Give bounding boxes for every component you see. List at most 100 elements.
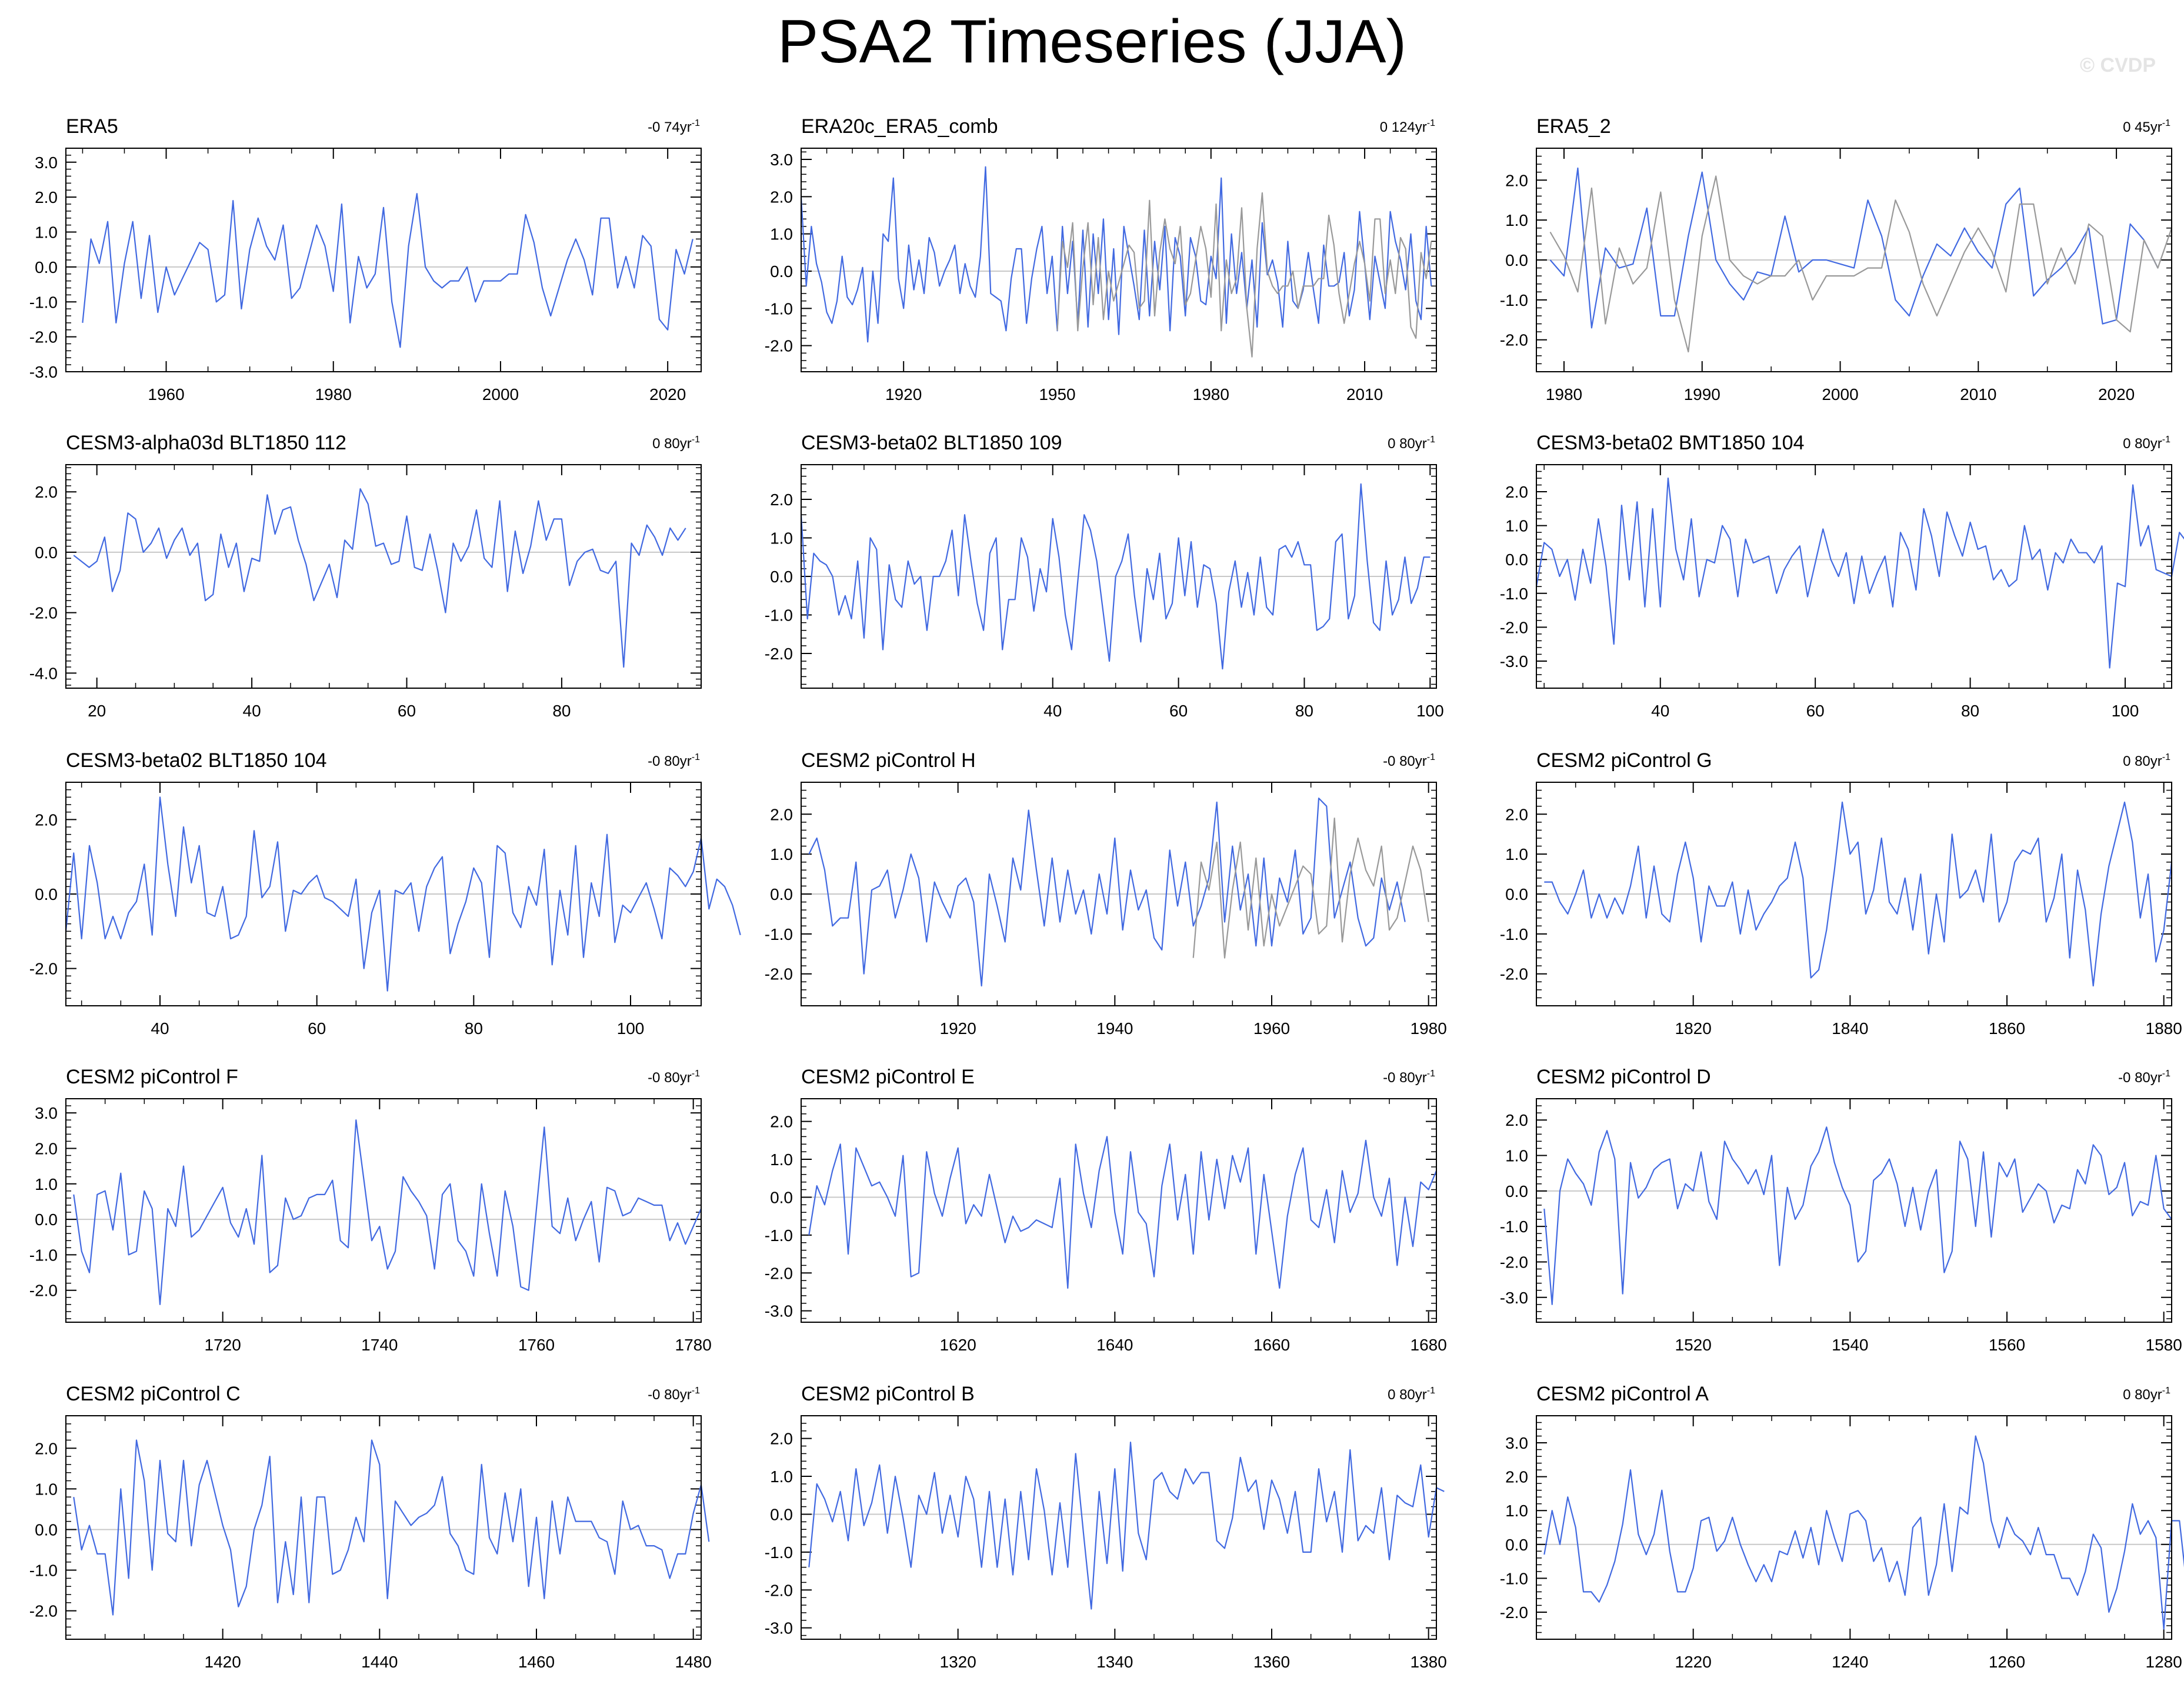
trend-exponent: -1 <box>2162 752 2170 762</box>
y-tick-label: -2.0 <box>1500 618 1528 636</box>
y-tick-label: -2.0 <box>765 1581 793 1599</box>
x-tick-label: 1380 <box>1411 1653 1447 1671</box>
x-tick-label: 40 <box>151 1019 169 1038</box>
y-tick-label: -2.0 <box>29 960 58 978</box>
panel-title: CESM2 piControl E <box>801 1066 975 1088</box>
x-tick-label: 80 <box>552 702 571 720</box>
panel-trend: 0 80yr-1 <box>1388 435 1435 452</box>
x-tick-label: 2000 <box>482 385 519 403</box>
x-tick-label: 20 <box>88 702 106 720</box>
y-tick-label: 1.0 <box>770 225 793 244</box>
y-tick-label: 2.0 <box>770 1430 793 1448</box>
y-tick-label: -2.0 <box>1500 331 1528 349</box>
x-tick-label: 100 <box>1416 702 1444 720</box>
y-tick-label: 1.0 <box>35 1480 58 1498</box>
x-tick-label: 80 <box>1961 702 1979 720</box>
y-tick-label: -1.0 <box>1500 585 1528 603</box>
y-tick-label: -2.0 <box>29 1602 58 1620</box>
series-line <box>808 1136 1438 1289</box>
x-tick-label: 1720 <box>205 1336 241 1354</box>
trend-exponent: -1 <box>692 118 700 128</box>
x-tick-label: 1320 <box>940 1653 976 1671</box>
chart-panel: CESM2 piControl A 0 80yr-1 1220 1240 1260 128… <box>1500 1383 2184 1671</box>
chart-panel: CESM2 piControl F -0 80yr-1 1720 1740 1760 17… <box>29 1066 712 1354</box>
y-tick-label: 1.0 <box>1505 845 1528 863</box>
trend-value: -0 80yr <box>648 753 692 769</box>
x-tick-label: 1460 <box>518 1653 555 1671</box>
x-tick-label: 40 <box>243 702 261 720</box>
y-tick-label: -2.0 <box>1500 965 1528 983</box>
x-tick-label: 1640 <box>1096 1336 1133 1354</box>
x-tick-label: 60 <box>398 702 416 720</box>
y-tick-label: -1.0 <box>29 1246 58 1264</box>
x-tick-label: 1340 <box>1096 1653 1133 1671</box>
trend-value: 0 80yr <box>1388 436 1427 452</box>
trend-exponent: -1 <box>692 435 700 445</box>
series-line <box>1543 1435 2184 1630</box>
plot-frame <box>801 1098 1437 1323</box>
trend-exponent: -1 <box>1427 1386 1435 1396</box>
x-tick-label: 1480 <box>675 1653 712 1671</box>
panel-title: CESM3-beta02 BMT1850 104 <box>1536 432 1804 454</box>
x-tick-label: 1840 <box>1832 1019 1868 1038</box>
plot-frame <box>1536 1098 2172 1323</box>
series-line <box>1192 817 1429 959</box>
series-line <box>1549 175 2173 353</box>
y-tick-label: -2.0 <box>29 328 58 346</box>
y-tick-label: 3.0 <box>770 151 793 169</box>
trend-value: -0 74yr <box>648 119 692 135</box>
x-tick-label: 80 <box>1295 702 1313 720</box>
y-tick-label: -1.0 <box>765 299 793 318</box>
panel-title: CESM3-alpha03d BLT1850 112 <box>66 432 346 454</box>
chart-panel: CESM2 piControl H -0 80yr-1 1920 1940 1960 19… <box>765 749 1447 1038</box>
y-tick-label: 2.0 <box>770 188 793 206</box>
y-tick-label: -1.0 <box>765 606 793 625</box>
y-tick-label: -1.0 <box>765 1226 793 1245</box>
y-tick-label: -2.0 <box>29 604 58 622</box>
plot-frame <box>65 148 702 372</box>
x-tick-label: 1660 <box>1253 1336 1290 1354</box>
series-line <box>1535 477 2184 669</box>
x-tick-label: 1980 <box>1411 1019 1447 1038</box>
x-tick-label: 1760 <box>518 1336 555 1354</box>
panel-trend: -0 80yr-1 <box>648 1386 700 1403</box>
y-tick-label: 2.0 <box>35 483 58 501</box>
panel-title: CESM2 piControl F <box>66 1066 238 1088</box>
y-tick-label: 1.0 <box>770 529 793 547</box>
x-tick-label: 40 <box>1651 702 1669 720</box>
x-tick-label: 1920 <box>940 1019 976 1038</box>
trend-exponent: -1 <box>2162 118 2170 128</box>
y-tick-label: 0.0 <box>770 885 793 903</box>
y-tick-label: -1.0 <box>1500 925 1528 943</box>
x-tick-label: 1950 <box>1039 385 1075 403</box>
y-tick-label: 2.0 <box>1505 805 1528 823</box>
x-tick-label: 60 <box>1169 702 1188 720</box>
plot-frame <box>801 464 1437 689</box>
y-tick-label: 0.0 <box>770 568 793 586</box>
trend-exponent: -1 <box>2162 1386 2170 1396</box>
trend-exponent: -1 <box>1427 1069 1435 1079</box>
y-tick-label: 0.0 <box>1505 885 1528 903</box>
trend-exponent: -1 <box>1427 752 1435 762</box>
trend-value: 0 80yr <box>652 436 692 452</box>
panel-title: CESM3-beta02 BLT1850 104 <box>66 749 327 772</box>
y-tick-label: -3.0 <box>765 1619 793 1637</box>
x-tick-label: 1780 <box>675 1336 712 1354</box>
y-tick-label: 3.0 <box>1505 1434 1528 1452</box>
panel-trend: -0 80yr-1 <box>648 1069 700 1086</box>
panel-trend: 0 80yr-1 <box>652 435 700 452</box>
y-tick-label: -3.0 <box>765 1302 793 1320</box>
y-tick-label: 1.0 <box>1505 1502 1528 1520</box>
y-tick-label: 1.0 <box>1505 517 1528 535</box>
x-tick-label: 1980 <box>315 385 352 403</box>
y-tick-label: -1.0 <box>765 1543 793 1562</box>
series-line <box>73 1119 702 1305</box>
y-tick-label: 0.0 <box>35 543 58 562</box>
y-tick-label: 1.0 <box>770 1467 793 1486</box>
trend-value: -0 80yr <box>1383 1070 1427 1086</box>
series-line <box>800 166 1432 343</box>
x-tick-label: 1440 <box>361 1653 398 1671</box>
y-tick-label: 2.0 <box>770 805 793 823</box>
y-tick-label: 0.0 <box>770 1188 793 1206</box>
x-tick-label: 2010 <box>1960 385 1996 403</box>
